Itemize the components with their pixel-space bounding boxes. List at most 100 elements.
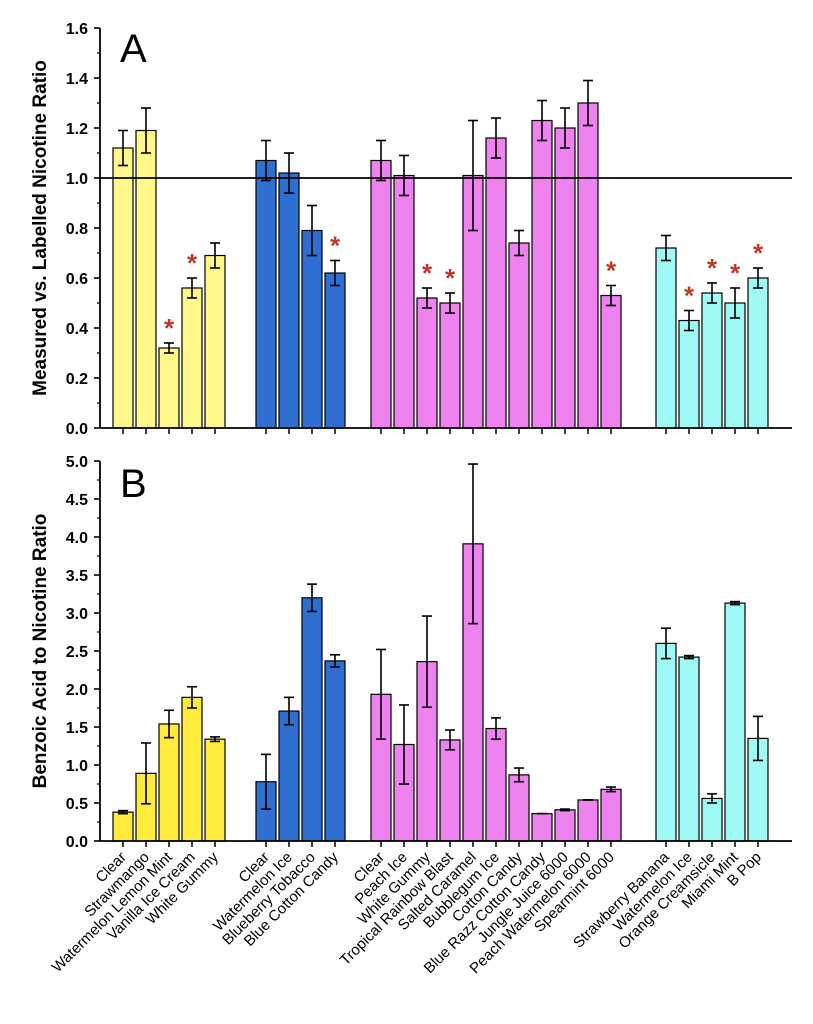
error-bar (118, 129, 128, 167)
significance-asterisk: * (707, 253, 718, 283)
y-tick-label: 1.2 (66, 121, 88, 138)
error-bar (707, 282, 717, 304)
y-tick-label: 0.0 (66, 421, 88, 438)
bar (204, 254, 226, 429)
panel-b-y-axis-label: Benzoic Acid to Nicotine Ratio (30, 514, 51, 789)
bar (278, 710, 300, 842)
error-bar (284, 696, 294, 726)
bar (701, 797, 723, 842)
error-bar (330, 259, 340, 287)
error-bar (141, 107, 151, 154)
bar (747, 277, 769, 429)
bar (554, 127, 576, 429)
error-bar (606, 786, 616, 793)
error-bar (491, 117, 501, 159)
panel-a: A Measured vs. Labelled Nicotine Ratio *… (30, 21, 792, 438)
bar (485, 727, 507, 842)
significance-asterisk: * (753, 238, 764, 268)
error-bar (468, 119, 478, 232)
error-bar (560, 107, 570, 149)
error-bar (399, 704, 409, 785)
error-bar (284, 152, 294, 194)
y-tick-label: 0.8 (66, 221, 88, 238)
significance-asterisk: * (684, 281, 695, 311)
error-bar (606, 284, 616, 307)
y-tick-label: 0.5 (66, 796, 88, 813)
bar (655, 642, 677, 842)
error-bar (187, 685, 197, 709)
panel-b-label: B (120, 462, 147, 506)
bar (301, 597, 323, 842)
bar (577, 799, 599, 842)
panel-b: B Benzoic Acid to Nicotine Ratio 0.0 0.5 1… (30, 454, 792, 851)
bar (508, 774, 530, 842)
error-bar (118, 809, 128, 815)
error-bar (164, 709, 174, 739)
bar (278, 172, 300, 429)
y-tick-label: 3.5 (66, 568, 88, 585)
error-bar (730, 287, 740, 319)
bar (701, 292, 723, 429)
bar (181, 287, 203, 429)
y-tick-label: 1.6 (66, 21, 88, 38)
bar (370, 159, 392, 429)
bar (158, 723, 180, 842)
y-tick-label: 0.4 (66, 321, 88, 338)
error-bar (730, 600, 740, 606)
error-bar (261, 139, 271, 182)
error-bar (307, 204, 317, 257)
error-bar (514, 767, 524, 783)
y-tick-label: 1.0 (66, 171, 88, 188)
bar (531, 119, 553, 429)
error-bar (422, 615, 432, 709)
error-bar (376, 648, 386, 740)
bar (724, 602, 746, 842)
error-bar (307, 583, 317, 613)
error-bar (514, 229, 524, 257)
significance-asterisk: * (730, 258, 741, 288)
bar (724, 302, 746, 429)
significance-asterisk: * (164, 313, 175, 343)
bar (600, 788, 622, 842)
y-tick-label: 4.5 (66, 492, 88, 509)
y-tick-label: 0.6 (66, 271, 88, 288)
error-bar (330, 653, 340, 668)
bar (531, 813, 553, 842)
error-bar (468, 463, 478, 625)
bar (508, 242, 530, 429)
bar (655, 247, 677, 429)
bar (416, 297, 438, 429)
error-bar (261, 753, 271, 810)
bar (324, 660, 346, 842)
error-bar (164, 342, 174, 354)
bar (112, 147, 134, 429)
error-bar (210, 736, 220, 743)
error-bar (422, 287, 432, 309)
error-bar (141, 742, 151, 805)
error-bar (753, 267, 763, 289)
error-bar (661, 627, 671, 660)
error-bar (583, 79, 593, 127)
error-bar (399, 154, 409, 197)
bar (301, 229, 323, 429)
bar (439, 302, 461, 429)
y-tick-label: 0.2 (66, 371, 88, 388)
bar (324, 272, 346, 429)
bar (554, 809, 576, 842)
bar (678, 656, 700, 842)
error-bar (560, 808, 570, 812)
error-bar (661, 234, 671, 262)
error-bar (210, 242, 220, 269)
y-tick-label: 3.0 (66, 606, 88, 623)
error-bar (707, 793, 717, 804)
error-bar (753, 715, 763, 762)
bar (485, 137, 507, 429)
bar (600, 294, 622, 429)
error-bar (445, 729, 455, 751)
error-bar (684, 309, 694, 332)
y-tick-label: 5.0 (66, 454, 88, 471)
error-bar (445, 292, 455, 314)
significance-asterisk: * (445, 263, 456, 293)
